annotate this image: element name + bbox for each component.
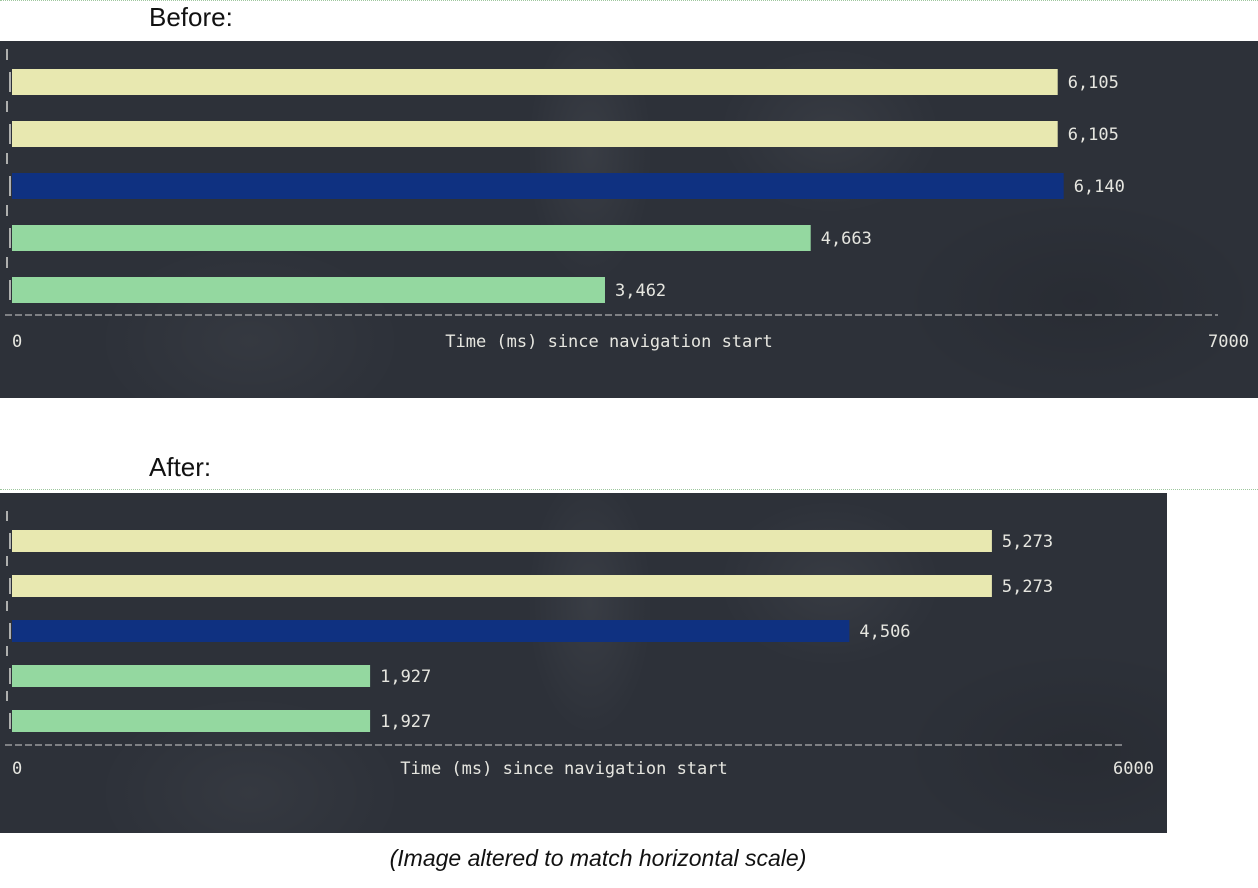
before-heading: Before: [149, 2, 233, 32]
chart-1-bar-3 [12, 173, 1064, 199]
chart-2-bar-4 [12, 665, 371, 687]
chart-2-value-label-3: 4,506 [859, 622, 910, 642]
chart-1-value-label-4: 4,663 [821, 229, 872, 249]
chart-2-value-label-2: 5,273 [1002, 577, 1053, 597]
chart-1-value-label-1: 6,105 [1068, 73, 1119, 93]
figure-caption: (Image altered to match horizontal scale… [389, 845, 807, 871]
after-chart-panel: 5,273 5,273 4,506 1,927 1,927 0 6000 Time (ms) … [0, 493, 1167, 833]
chart-1-bar-2 [12, 121, 1058, 147]
chart-2-x-tick-min: 0 [12, 759, 22, 779]
chart-1-bar-5 [12, 277, 605, 303]
chart-2-bar-1 [12, 530, 992, 552]
chart-2-bar-3 [12, 620, 850, 642]
chart-1-x-axis-label: Time (ms) since navigation start [445, 332, 773, 352]
before-chart: 6,105 6,105 6,140 4,663 3,462 0 7000 Time (ms) … [5, 49, 1249, 352]
chart-2-bar-5 [12, 710, 371, 732]
chart-1-x-tick-max: 7000 [1208, 332, 1249, 352]
chart-1-x-tick-min: 0 [12, 332, 22, 352]
chart-1-bar-1 [12, 69, 1058, 95]
chart-1-bar-4 [12, 225, 811, 251]
chart-1-value-label-2: 6,105 [1068, 125, 1119, 145]
chart-1-value-label-5: 3,462 [615, 281, 666, 301]
chart-2-value-label-5: 1,927 [380, 712, 431, 732]
top-dotted-rule [0, 0, 1258, 1]
after-dotted-rule [0, 489, 1258, 490]
chart-2-bar-2 [12, 575, 992, 597]
chart-1-value-label-3: 6,140 [1074, 177, 1125, 197]
chart-2-x-tick-max: 6000 [1113, 759, 1154, 779]
before-chart-panel: 6,105 6,105 6,140 4,663 3,462 0 7000 Time (ms) … [0, 41, 1258, 398]
chart-2-value-label-4: 1,927 [380, 667, 431, 687]
after-heading: After: [149, 452, 212, 482]
chart-2-x-axis-label: Time (ms) since navigation start [400, 759, 728, 779]
after-chart: 5,273 5,273 4,506 1,927 1,927 0 6000 Time (ms) … [5, 511, 1154, 779]
chart-2-value-label-1: 5,273 [1002, 532, 1053, 552]
